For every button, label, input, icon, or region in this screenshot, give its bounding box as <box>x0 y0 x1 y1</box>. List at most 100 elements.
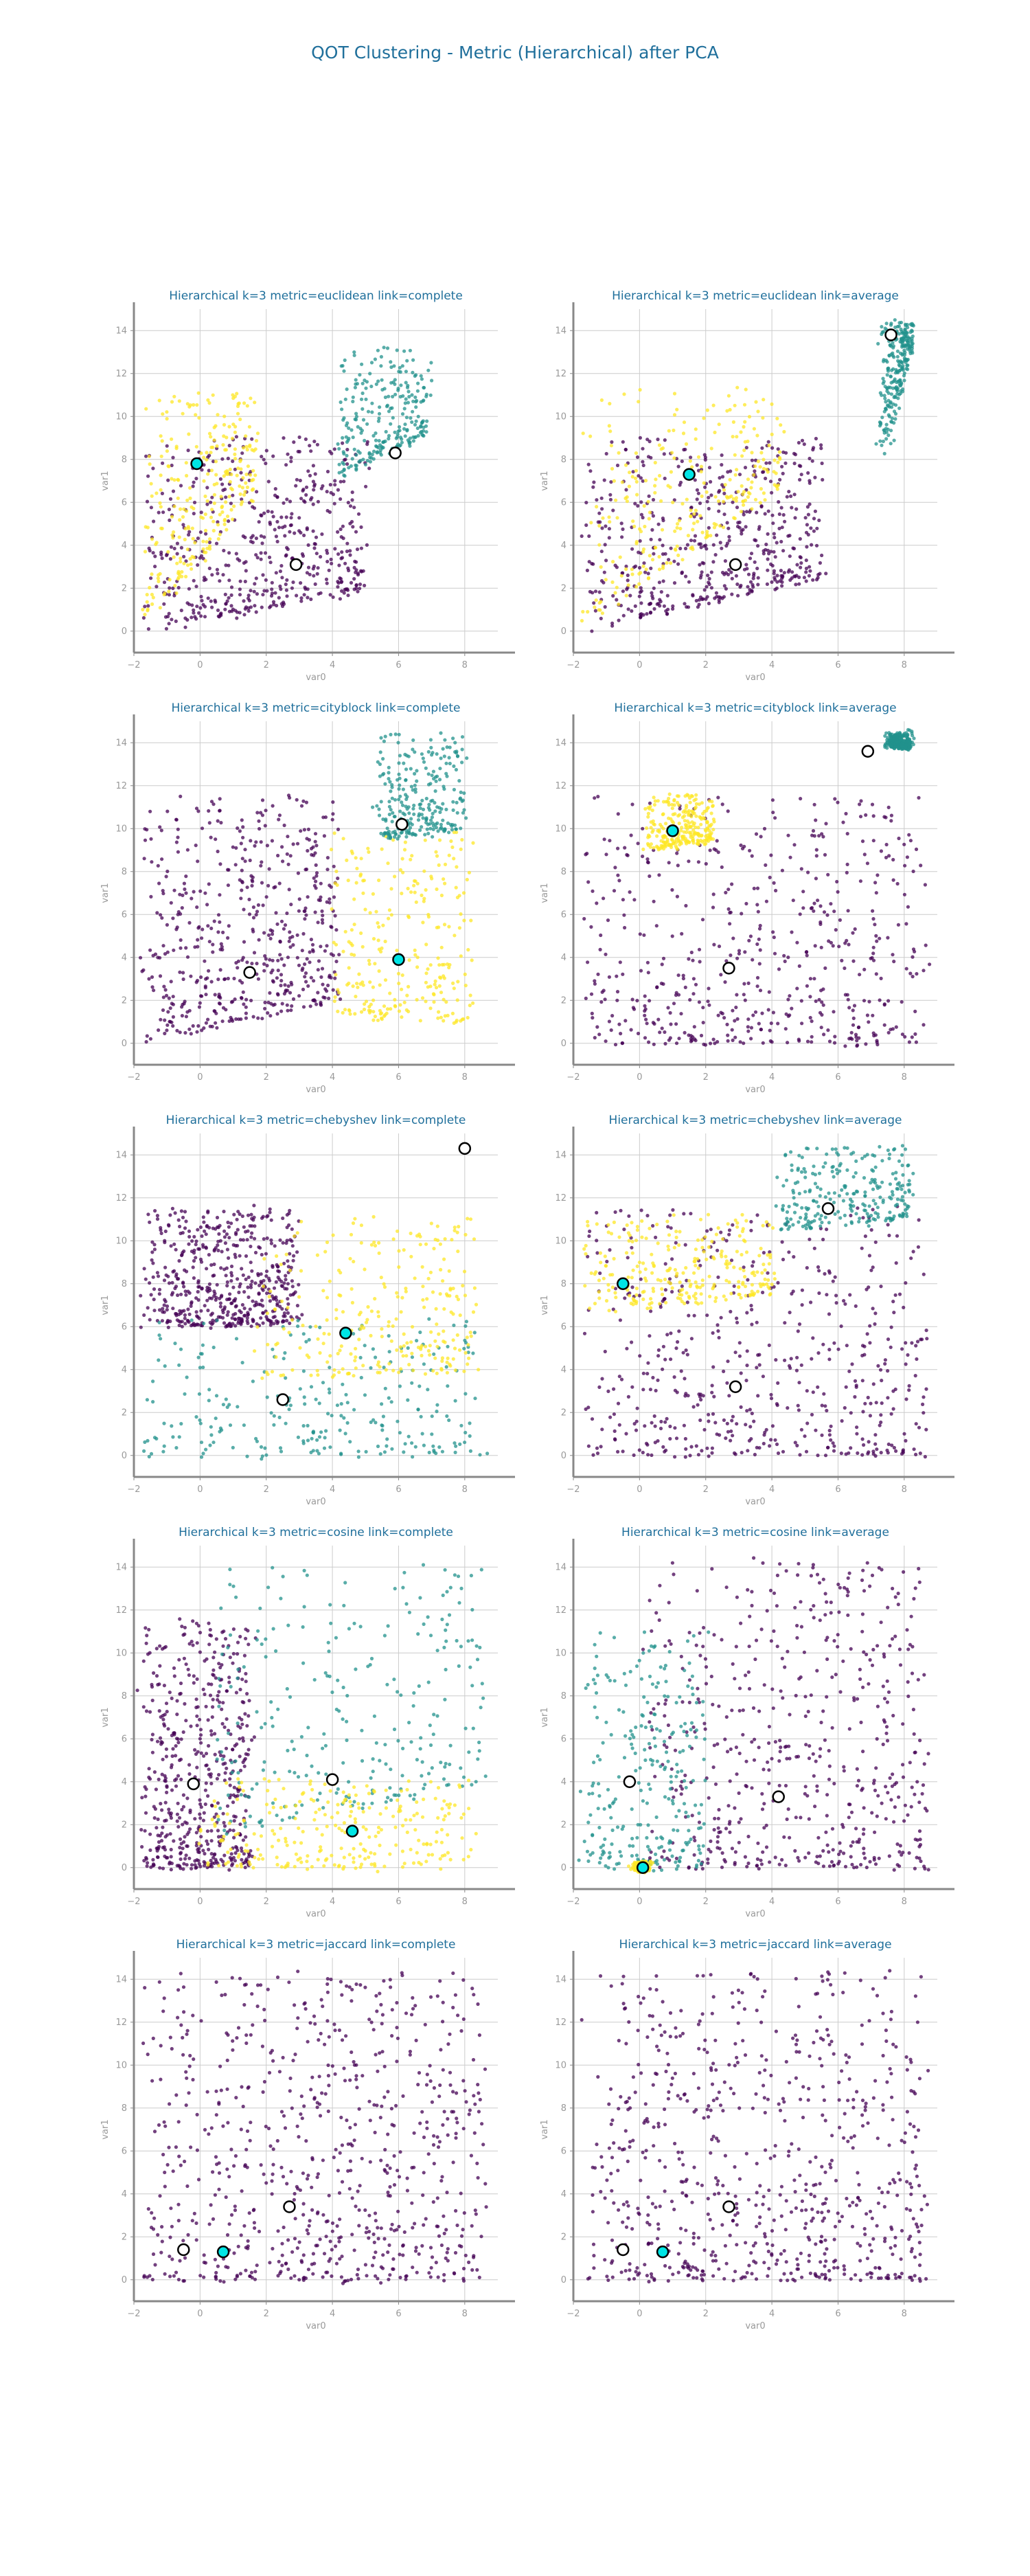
scatter-point <box>192 512 196 516</box>
scatter-point <box>336 552 341 556</box>
scatter-point <box>709 570 713 574</box>
scatter-point <box>698 542 703 546</box>
scatter-point <box>214 460 218 464</box>
scatter-point <box>174 840 179 844</box>
scatter-point <box>368 460 373 464</box>
scatter-point <box>698 960 702 964</box>
centroid-marker <box>884 328 897 341</box>
scatter-point <box>393 835 397 839</box>
scatter-point <box>280 1307 284 1311</box>
scatter-point <box>642 561 646 565</box>
y-tick-label: 8 <box>122 867 127 877</box>
scatter-point <box>428 393 433 397</box>
scatter-point <box>413 833 418 837</box>
scatter-point <box>895 370 900 374</box>
scatter-point <box>455 751 459 755</box>
scatter-point <box>855 1039 859 1043</box>
scatter-point <box>282 963 286 967</box>
scatter-point <box>736 490 740 494</box>
scatter-point <box>194 1296 198 1300</box>
scatter-point <box>196 1228 200 1232</box>
scatter-point <box>348 553 352 557</box>
scatter-point <box>819 443 823 447</box>
scatter-point <box>202 455 206 460</box>
scatter-point <box>285 578 289 583</box>
scatter-point <box>227 924 231 928</box>
scatter-point <box>367 958 371 962</box>
scatter-point <box>621 972 625 976</box>
scatter-point <box>466 1015 470 1020</box>
scatter-point <box>899 737 903 741</box>
cluster-1-points <box>336 346 434 478</box>
scatter-point <box>360 945 365 949</box>
scatter-point <box>247 1295 251 1299</box>
scatter-point <box>660 962 664 967</box>
scatter-point <box>222 1235 227 1239</box>
scatter-point <box>215 1026 219 1030</box>
scatter-point <box>653 484 657 488</box>
scatter-point <box>707 986 711 991</box>
scatter-point <box>680 837 685 841</box>
scatter-point <box>634 541 639 545</box>
scatter-point <box>268 605 272 609</box>
scatter-point <box>410 854 414 858</box>
scatter-point <box>612 889 617 893</box>
scatter-point <box>807 574 811 578</box>
scatter-point <box>402 761 406 765</box>
scatter-point <box>413 879 417 883</box>
scatter-point <box>593 982 597 986</box>
scatter-point <box>451 808 455 812</box>
scatter-point <box>190 603 194 607</box>
scatter-point <box>880 332 884 337</box>
scatter-point <box>641 460 645 464</box>
scatter-point <box>209 468 214 473</box>
scatter-point <box>233 467 237 471</box>
scatter-point <box>304 485 309 489</box>
scatter-point <box>216 930 220 934</box>
scatter-point <box>854 1032 858 1037</box>
scatter-point <box>305 528 309 532</box>
scatter-point <box>722 488 726 492</box>
scatter-point <box>171 586 175 591</box>
scatter-point <box>157 1292 161 1296</box>
scatter-point <box>663 1041 667 1046</box>
subplot-title: Hierarchical k=3 metric=chebyshev link=c… <box>166 1114 466 1127</box>
scatter-point <box>329 490 333 495</box>
centroid-marker <box>392 953 405 967</box>
scatter-point <box>150 975 154 979</box>
scatter-point <box>303 962 307 967</box>
scatter-point <box>645 841 650 846</box>
scatter-point <box>285 594 289 598</box>
scatter-point <box>753 538 757 542</box>
scatter-point <box>363 583 367 588</box>
scatter-point <box>435 887 439 892</box>
scatter-point <box>876 341 880 346</box>
scatter-point <box>180 1324 184 1329</box>
scatter-point <box>771 811 775 815</box>
scatter-point <box>239 502 243 506</box>
scatter-point <box>465 756 469 760</box>
scatter-point <box>381 923 385 927</box>
scatter-point <box>369 456 374 460</box>
scatter-point <box>663 843 668 847</box>
scatter-point <box>190 526 194 530</box>
scatter-point <box>748 510 752 514</box>
scatter-point <box>205 499 209 503</box>
scatter-point <box>783 1027 788 1031</box>
scatter-point <box>304 913 308 917</box>
x-tick-label: −2 <box>566 660 580 670</box>
scatter-point <box>229 508 233 512</box>
scatter-point <box>252 506 257 510</box>
scatter-point <box>610 466 615 471</box>
scatter-point <box>607 527 612 531</box>
scatter-point <box>400 800 404 804</box>
scatter-point <box>783 461 788 465</box>
scatter-point <box>759 1028 763 1032</box>
scatter-point <box>269 1319 273 1324</box>
scatter-point <box>309 449 313 453</box>
scatter-point <box>400 1015 404 1019</box>
scatter-point <box>232 976 236 981</box>
x-tick-label: −2 <box>127 1072 140 1083</box>
scatter-point <box>464 984 468 988</box>
scatter-point <box>166 1274 170 1278</box>
